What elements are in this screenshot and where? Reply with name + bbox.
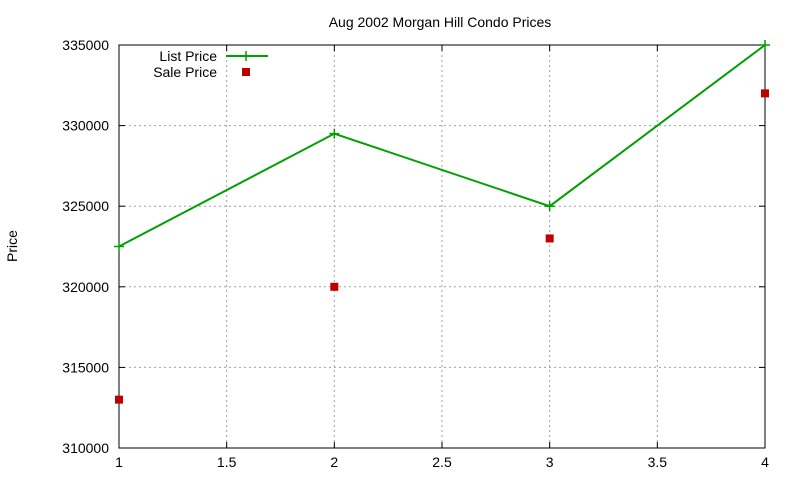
- y-axis-label: Price: [4, 230, 20, 262]
- y-tick-label: 310000: [62, 440, 109, 456]
- legend-key-marker-list-price: [241, 51, 251, 61]
- y-tick-label: 330000: [62, 118, 109, 134]
- sale-price-point: [545, 234, 554, 243]
- x-tick-label: 1: [115, 454, 123, 470]
- list-price-point: [760, 40, 770, 50]
- grid-layer: [119, 45, 765, 448]
- x-tick-label: 2: [330, 454, 338, 470]
- legend-label-sale-price: Sale Price: [153, 64, 217, 80]
- x-tick-label: 3: [546, 454, 554, 470]
- axis-layer: 1 1.5 2 2.5 3 3.5 4 310000 315000 320000 325000 330…: [62, 37, 769, 470]
- y-tick-label: 320000: [62, 279, 109, 295]
- legend-key-marker-sale-price: [242, 68, 250, 76]
- list-price-point: [544, 201, 555, 212]
- x-tick-label: 3.5: [648, 454, 668, 470]
- chart-title: Aug 2002 Morgan Hill Condo Prices: [329, 14, 552, 30]
- sale-price-point: [115, 395, 123, 404]
- series-layer: [114, 40, 770, 404]
- list-price-point: [329, 128, 340, 139]
- x-tick-label: 1.5: [217, 454, 237, 470]
- y-tick-label: 325000: [62, 198, 109, 214]
- y-tick-label: 335000: [62, 37, 109, 53]
- sale-price-point: [330, 282, 339, 291]
- legend-label-list-price: List Price: [159, 48, 217, 64]
- x-tick-label: 2.5: [432, 454, 452, 470]
- list-price-point: [114, 241, 124, 252]
- list-price-line: [118, 44, 766, 248]
- x-tick-label: 4: [761, 454, 769, 470]
- y-tick-label: 315000: [62, 359, 109, 375]
- sale-price-point: [761, 89, 769, 98]
